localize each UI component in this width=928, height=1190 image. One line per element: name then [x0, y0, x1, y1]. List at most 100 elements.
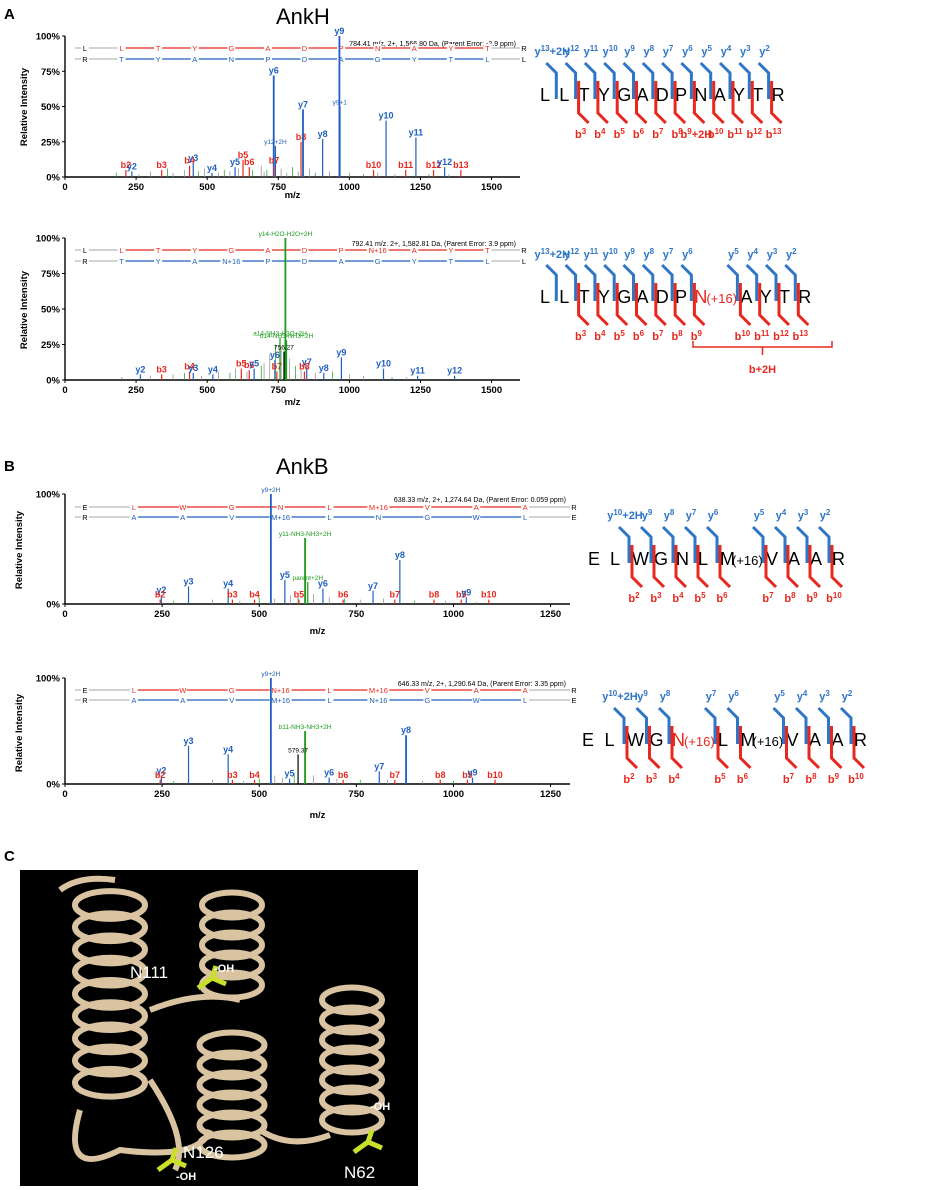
residue-W: W [632, 549, 649, 569]
residue-label: N [376, 513, 381, 522]
b-ion-bracket [777, 283, 791, 327]
helix-turn [72, 977, 148, 1011]
peak-label-b3: b3 [227, 590, 238, 600]
residue-Y: Y [733, 85, 745, 105]
residue-label: T [156, 44, 161, 53]
x-tick-label: 250 [128, 182, 144, 193]
x-axis-title: m/z [310, 626, 326, 637]
residue-bg [263, 44, 272, 52]
peak-label-y7: y7 [302, 357, 312, 367]
ion-label-b10: b10 [735, 329, 751, 343]
peak-label-b6: b6 [244, 360, 255, 370]
y-ion-bracket [545, 61, 558, 99]
ion-label-y13+2H: y13+2H [535, 247, 571, 261]
ion-label-b8: b8 [672, 329, 684, 343]
ion-label-y6: y6 [728, 689, 739, 703]
ion-label-y4: y4 [797, 689, 808, 703]
ion-label-y7: y7 [663, 247, 674, 261]
residue-L: L [610, 549, 620, 569]
residue-T: T [579, 287, 590, 307]
precursor-header: 792.41 m/z, 2+, 1,582.81 Da, (Parent Err… [352, 241, 516, 248]
ion-label-b13: b13 [792, 329, 808, 343]
b-ion-bracket [577, 81, 590, 125]
residue-bg [337, 257, 346, 265]
ion-label-b10: b10 [826, 591, 842, 605]
peak-label-b8: b8 [299, 361, 310, 371]
helix-turn [72, 999, 148, 1033]
y-ion-bracket [603, 263, 616, 301]
ion-label-b4: b4 [594, 329, 606, 343]
residue-bg [227, 696, 236, 704]
residue-bg [81, 513, 89, 521]
residue-V: V [787, 730, 799, 750]
y-tick-label: 100% [36, 490, 61, 501]
residue-R: R [798, 287, 811, 307]
y-ion-bracket [622, 263, 635, 301]
residue-bg [570, 686, 578, 694]
peak-label-b4: b4 [249, 770, 260, 780]
residue-label: R [521, 246, 527, 255]
residue-label: G [375, 55, 381, 64]
helix-turn [319, 1064, 385, 1096]
peak-label-b13: b13 [453, 160, 469, 170]
ion-label-y12: y12 [564, 44, 580, 58]
loop [258, 1127, 332, 1145]
helix-turn [199, 949, 265, 981]
residue-R: R [832, 549, 845, 569]
residue-label: V [229, 513, 234, 522]
y-ion-bracket [564, 263, 578, 301]
peak-label-y6: y6 [269, 65, 279, 75]
residue-bg [410, 246, 419, 254]
residue-D: D [656, 85, 669, 105]
peak-label-y6: y6 [318, 579, 328, 589]
y-ion-bracket [661, 263, 674, 301]
residue-bg [521, 513, 530, 521]
ion-label-b7: b7 [652, 127, 664, 141]
residue-bg [483, 55, 492, 63]
residue-bg [325, 513, 334, 521]
residue-bg [483, 257, 492, 265]
residue-bg [423, 686, 432, 694]
peak-label-b11-NH3-NH3+2H: b11-NH3-NH3+2H [279, 724, 332, 731]
residue-bg [220, 257, 243, 265]
ion-label-y3: y3 [819, 689, 830, 703]
ion-label-b5: b5 [714, 772, 726, 786]
residue-label: L [132, 503, 136, 512]
x-tick-label: 1250 [410, 385, 431, 396]
ion-label-y9: y9 [642, 508, 653, 522]
residue-label: L [83, 246, 87, 255]
residue-Y: Y [598, 287, 610, 307]
ion-label-b4: b4 [672, 591, 684, 605]
y-ion-bracket [545, 263, 558, 301]
residue-label: N [278, 503, 283, 512]
fragment-map-fm4: E L W G N (+16) L M(+16) V A A Ry2y3y4y5y6y7y8y9y10… [582, 689, 867, 786]
residue-bg [337, 44, 346, 52]
residue-label: A [192, 55, 197, 64]
helix-turn [319, 1104, 385, 1136]
residue-bg [269, 686, 292, 694]
x-tick-label: 1000 [443, 789, 464, 800]
b-plus-2h-bracket [692, 341, 833, 355]
b-ion-bracket [764, 545, 778, 589]
residue-bg [472, 503, 481, 511]
ion-label-y8: y8 [644, 44, 655, 58]
residue-label: Y [448, 44, 453, 53]
residue-label: A [474, 503, 479, 512]
residue-label: A [339, 257, 344, 266]
residue-bg [154, 44, 163, 52]
helix-turn [196, 1089, 268, 1121]
peak-label-a14-NH3-H2O+2H: a14-NH3-H2O+2H [253, 330, 307, 337]
residue-L: L [559, 287, 569, 307]
peak-label-y7: y7 [298, 99, 308, 109]
residue-label: Y [448, 246, 453, 255]
y-ion-bracket [622, 61, 635, 99]
peak-label-y3: y3 [184, 576, 194, 586]
ion-label-y2: y2 [759, 44, 770, 58]
ion-label-b8: b8 [805, 772, 817, 786]
ion-label-b3: b3 [575, 127, 587, 141]
peak-label-y8: y8 [395, 550, 405, 560]
ion-label-y5: y5 [774, 689, 785, 703]
peak-label-y5: y5 [230, 157, 240, 167]
residue-label: L [327, 513, 331, 522]
ion-label-y8: y8 [660, 689, 671, 703]
